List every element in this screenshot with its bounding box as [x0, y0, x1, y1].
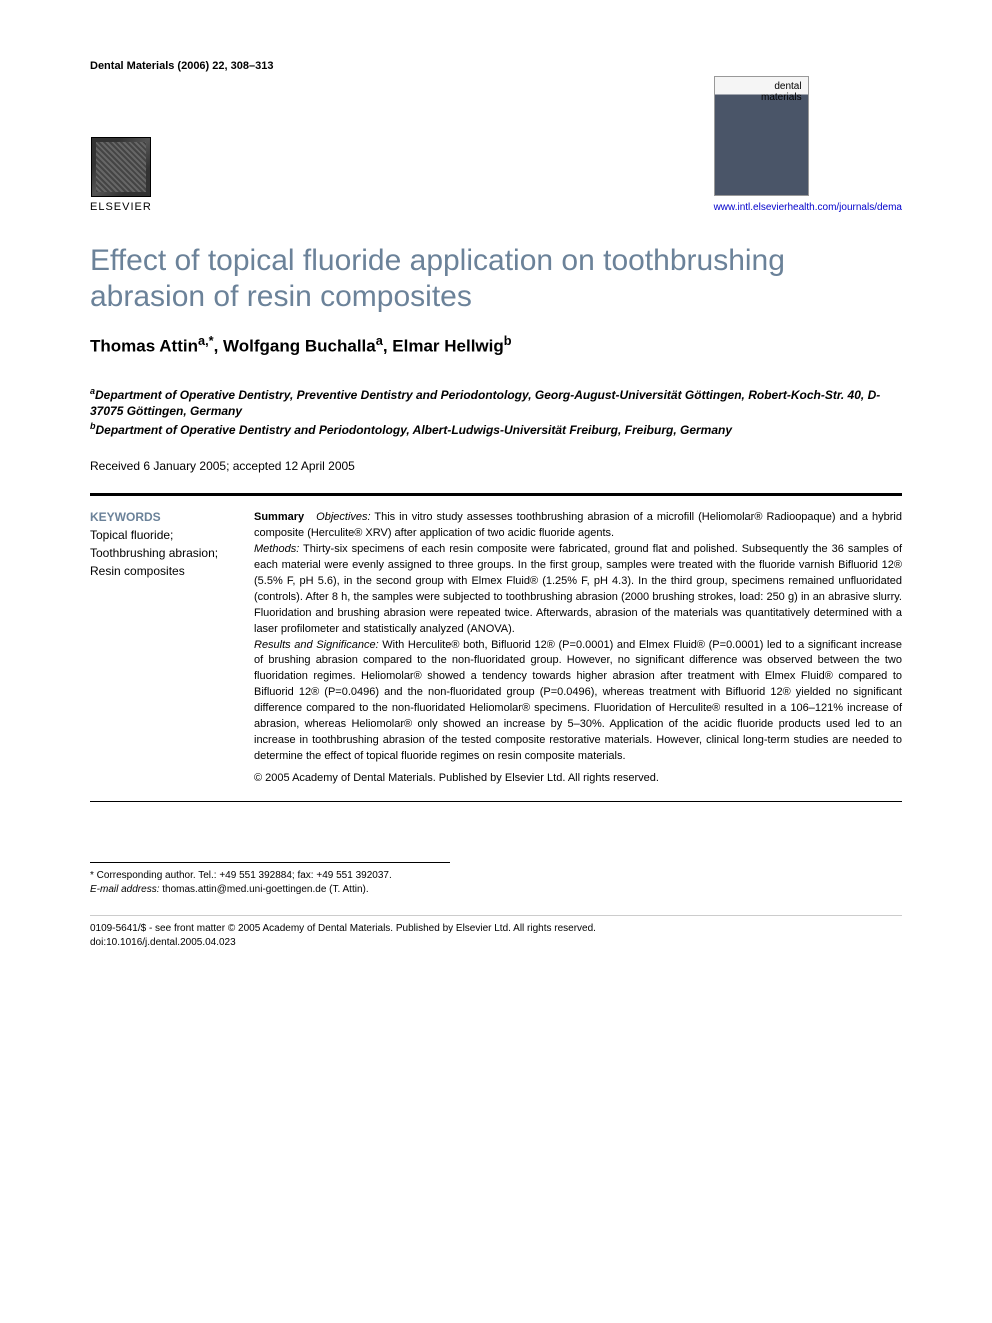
article-dates: Received 6 January 2005; accepted 12 Apr… — [90, 459, 902, 473]
email-address[interactable]: thomas.attin@med.uni-goettingen.de (T. A… — [159, 884, 368, 895]
journal-cover-image: dental materials — [714, 76, 809, 196]
footnotes-block: * Corresponding author. Tel.: +49 551 39… — [90, 862, 450, 897]
publisher-logo: ELSEVIER — [90, 137, 152, 213]
affiliation-b: bDepartment of Operative Dentistry and P… — [90, 420, 902, 439]
cover-line-2: materials — [761, 92, 802, 103]
divider-thick — [90, 493, 902, 496]
header-top-row: Dental Materials (2006) 22, 308–313 — [90, 60, 902, 72]
email-label: E-mail address: — [90, 884, 159, 895]
methods-label: Methods: — [254, 543, 299, 555]
keywords-column: KEYWORDS Topical fluoride; Toothbrushing… — [90, 510, 230, 787]
affiliations-block: aDepartment of Operative Dentistry, Prev… — [90, 385, 902, 439]
affiliation-a: aDepartment of Operative Dentistry, Prev… — [90, 385, 902, 421]
header-right: dental materials www.intl.elsevierhealth… — [714, 76, 902, 213]
doi-line: doi:10.1016/j.dental.2005.04.023 — [90, 936, 902, 950]
keywords-list: Topical fluoride; Toothbrushing abrasion… — [90, 526, 230, 580]
results-label: Results and Significance: — [254, 639, 379, 651]
journal-reference: Dental Materials (2006) 22, 308–313 — [90, 60, 273, 72]
keywords-heading: KEYWORDS — [90, 510, 230, 524]
elsevier-tree-icon — [91, 137, 151, 197]
journal-cover-title: dental materials — [761, 81, 802, 103]
main-content-columns: KEYWORDS Topical fluoride; Toothbrushing… — [90, 510, 902, 802]
corresponding-author-note: * Corresponding author. Tel.: +49 551 39… — [90, 869, 450, 883]
cover-line-1: dental — [761, 81, 802, 92]
results-text: With Herculite® both, Bifluorid 12® (P=0… — [254, 639, 902, 763]
summary-label: Summary — [254, 511, 304, 523]
abstract-copyright: © 2005 Academy of Dental Materials. Publ… — [254, 771, 902, 787]
publisher-name: ELSEVIER — [90, 201, 152, 213]
header-bottom-row: ELSEVIER dental materials www.intl.elsev… — [90, 76, 902, 213]
abstract-column: Summary Objectives: This in vitro study … — [254, 510, 902, 787]
keyword-item: Topical fluoride; — [90, 526, 230, 544]
front-matter-line: 0109-5641/$ - see front matter © 2005 Ac… — [90, 922, 902, 936]
keyword-item: Resin composites — [90, 562, 230, 580]
methods-text: Thirty-six specimens of each resin compo… — [254, 543, 902, 635]
article-title: Effect of topical fluoride application o… — [90, 243, 902, 315]
keyword-item: Toothbrushing abrasion; — [90, 544, 230, 562]
objectives-label: Objectives: — [316, 511, 370, 523]
bottom-info-block: 0109-5641/$ - see front matter © 2005 Ac… — [90, 915, 902, 950]
journal-url-link[interactable]: www.intl.elsevierhealth.com/journals/dem… — [714, 202, 902, 213]
email-line: E-mail address: thomas.attin@med.uni-goe… — [90, 883, 450, 897]
author-list: Thomas Attina,*, Wolfgang Buchallaa, Elm… — [90, 333, 902, 357]
